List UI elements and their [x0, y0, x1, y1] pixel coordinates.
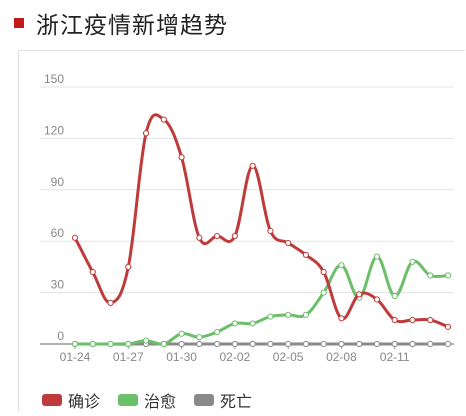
y-tick-label: 150: [44, 72, 64, 86]
data-point: [427, 340, 434, 348]
legend-swatch: [118, 394, 139, 406]
data-point: [249, 340, 256, 348]
data-point: [249, 320, 256, 327]
data-point: [373, 340, 381, 348]
data-point: [249, 162, 256, 169]
data-point: [178, 330, 185, 337]
data-point: [231, 320, 238, 327]
y-tick-label: 60: [51, 226, 65, 240]
data-point: [267, 313, 274, 320]
page-title: 浙江疫情新增趋势: [36, 12, 228, 38]
x-tick-label: 02-05: [273, 350, 304, 364]
data-point: [196, 340, 203, 348]
chart-legend: 确诊 治愈 死亡: [42, 388, 252, 412]
x-tick-label: 02-02: [220, 350, 251, 364]
chart-panel: [18, 50, 465, 411]
data-point: [142, 337, 150, 344]
data-point: [89, 340, 96, 348]
legend-label: 治愈: [144, 394, 177, 411]
data-point: [302, 251, 310, 259]
data-point: [178, 340, 185, 348]
data-point: [285, 239, 292, 247]
data-point: [89, 268, 96, 276]
data-point: [444, 340, 452, 348]
legend-item[interactable]: 确诊: [42, 388, 100, 412]
data-point: [107, 340, 114, 348]
data-point: [213, 328, 221, 336]
data-point: [373, 253, 381, 260]
data-point: [338, 340, 345, 348]
data-point: [338, 315, 345, 322]
data-point: [373, 296, 381, 303]
data-point: [196, 234, 203, 241]
data-point: [338, 262, 345, 269]
data-point: [231, 340, 238, 348]
legend-swatch: [194, 394, 215, 406]
data-point: [213, 340, 221, 348]
data-point: [391, 340, 398, 348]
data-point: [320, 289, 327, 296]
data-point: [444, 272, 452, 279]
title-marker: [14, 18, 24, 28]
data-point: [160, 116, 167, 123]
x-tick-label: 01-24: [60, 350, 91, 364]
data-point: [320, 340, 327, 348]
y-tick-label: 0: [57, 329, 64, 343]
data-point: [302, 311, 310, 318]
y-tick-label: 30: [51, 278, 65, 292]
legend-label: 确诊: [68, 394, 101, 411]
x-tick-label: 02-11: [380, 350, 410, 364]
data-point: [267, 227, 274, 235]
data-point: [160, 340, 167, 348]
data-point: [356, 340, 363, 348]
data-point: [196, 334, 203, 341]
data-point: [125, 340, 132, 348]
chart-header: 浙江疫情新增趋势: [14, 6, 228, 40]
data-point: [409, 316, 416, 324]
data-point: [409, 258, 416, 265]
data-point: [427, 316, 434, 324]
data-point: [444, 323, 452, 330]
data-point: [391, 316, 398, 324]
data-point: [356, 291, 363, 298]
data-point: [391, 292, 398, 300]
data-point: [285, 340, 292, 348]
x-tick-label: 01-30: [166, 350, 197, 364]
series-line-治愈: [73, 255, 450, 346]
x-tick-label: 01-27: [113, 350, 144, 364]
data-point: [302, 340, 310, 348]
data-point: [427, 272, 434, 279]
data-point: [178, 154, 185, 161]
legend-item[interactable]: 死亡: [194, 388, 252, 412]
data-point: [213, 232, 221, 240]
data-point: [231, 232, 238, 240]
y-tick-label: 120: [44, 123, 64, 137]
data-point: [71, 234, 79, 241]
y-tick-label: 90: [51, 175, 65, 189]
data-point: [267, 340, 274, 348]
data-point: [320, 268, 327, 276]
data-point: [409, 340, 416, 348]
legend-label: 死亡: [220, 394, 253, 411]
data-point: [125, 263, 132, 270]
x-tick-label: 02-08: [326, 350, 357, 364]
legend-item[interactable]: 治愈: [118, 388, 176, 412]
data-point: [285, 311, 292, 318]
data-point: [71, 340, 79, 348]
data-point: [107, 299, 114, 306]
data-point: [142, 130, 150, 137]
legend-swatch: [42, 394, 62, 406]
